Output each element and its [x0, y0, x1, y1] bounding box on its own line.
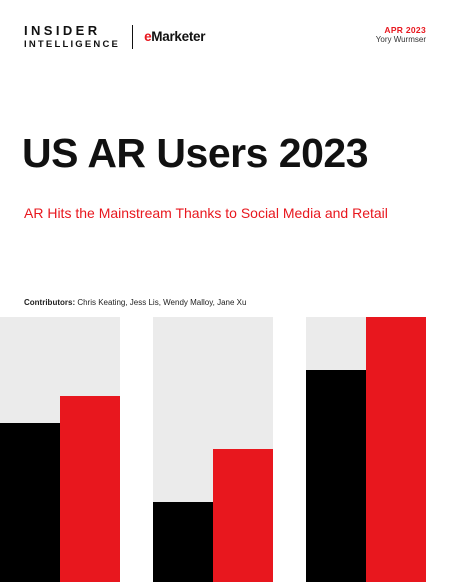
emarketer-logo-e: e [144, 29, 152, 45]
emarketer-logo: eMarketer [144, 29, 205, 44]
black-bar-3 [306, 370, 366, 582]
report-author: Yory Wurmser [375, 35, 426, 45]
black-bar-1 [0, 423, 60, 582]
red-bar-2 [213, 449, 273, 582]
report-title: US AR Users 2023 [22, 130, 369, 176]
insider-intelligence-logo: INSIDER INTELLIGENCE [24, 24, 120, 50]
red-bar-3 [366, 317, 426, 582]
emarketer-logo-rest: Marketer [151, 29, 206, 45]
black-bar-2 [153, 502, 213, 582]
logo-line-1: INSIDER [24, 23, 101, 38]
brand-logos: INSIDER INTELLIGENCE eMarketer [24, 24, 205, 50]
logo-divider [132, 24, 134, 49]
logo-line-2: INTELLIGENCE [24, 39, 121, 50]
contributors-label: Contributors: [24, 298, 76, 307]
contributors-line: Contributors: Chris Keating, Jess Lis, W… [24, 298, 246, 307]
report-subtitle: AR Hits the Mainstream Thanks to Social … [24, 205, 388, 221]
red-bar-1 [60, 396, 120, 582]
report-date: APR 2023 [384, 25, 426, 35]
report-meta: APR 2023 Yory Wurmser [375, 25, 426, 45]
contributors-names: Chris Keating, Jess Lis, Wendy Malloy, J… [75, 298, 247, 307]
